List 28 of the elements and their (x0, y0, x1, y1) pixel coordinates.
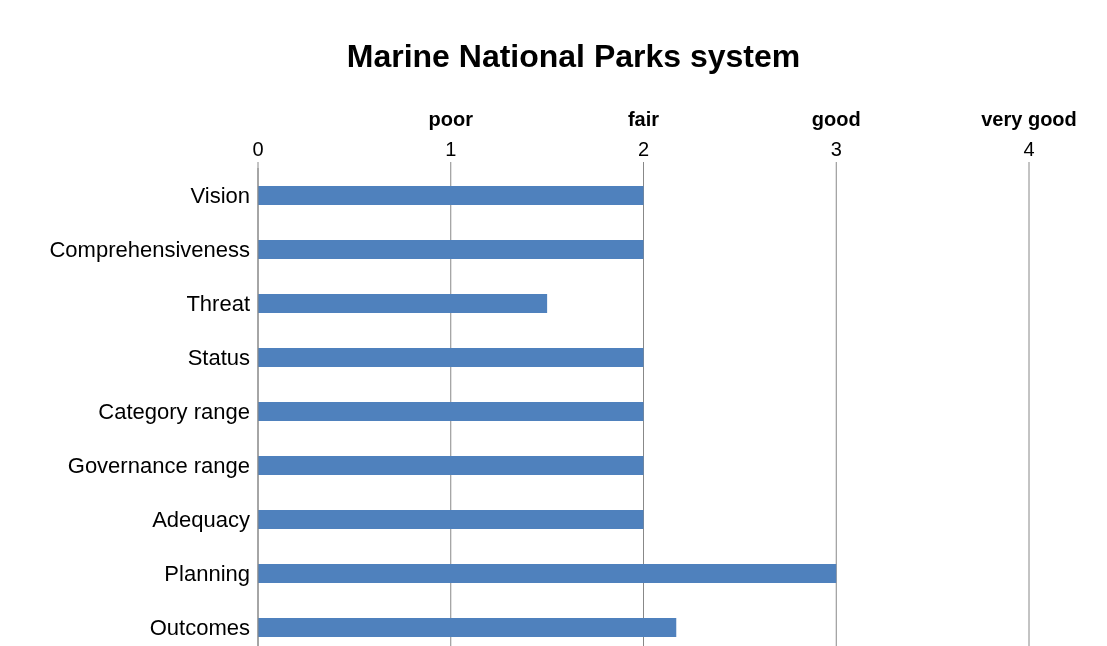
bar (258, 618, 677, 637)
y-tick-label: Comprehensiveness (49, 236, 250, 262)
text: good (811, 108, 861, 131)
y-tick-label: Status (187, 344, 250, 370)
bar (258, 294, 548, 313)
x-tick-label: 0 (252, 138, 264, 160)
x-tick-label: 4 (1023, 138, 1035, 160)
x-tick-label: 2 (637, 138, 650, 160)
text: fair (627, 108, 660, 131)
x-tick-label: 1 (445, 138, 457, 160)
x-tick-label: 3 (830, 138, 842, 160)
bar (258, 456, 644, 475)
y-tick-label: Planning (164, 560, 250, 586)
text: poor (428, 108, 473, 131)
y-tick-label: Governance range (67, 452, 250, 478)
bar (258, 186, 644, 205)
bar (258, 510, 644, 529)
y-tick-label: Vision (190, 182, 250, 208)
y-tick-label: Category range (98, 398, 250, 424)
bar (258, 402, 644, 421)
y-tick-label: Threat (186, 290, 250, 316)
bar (258, 240, 644, 259)
chart-title: Marine National Parks system (345, 37, 802, 76)
y-tick-label: Outcomes (149, 614, 250, 640)
text: very good (981, 108, 1077, 131)
bar (258, 348, 644, 367)
bar (258, 564, 837, 583)
y-tick-label: Adequacy (152, 506, 250, 532)
